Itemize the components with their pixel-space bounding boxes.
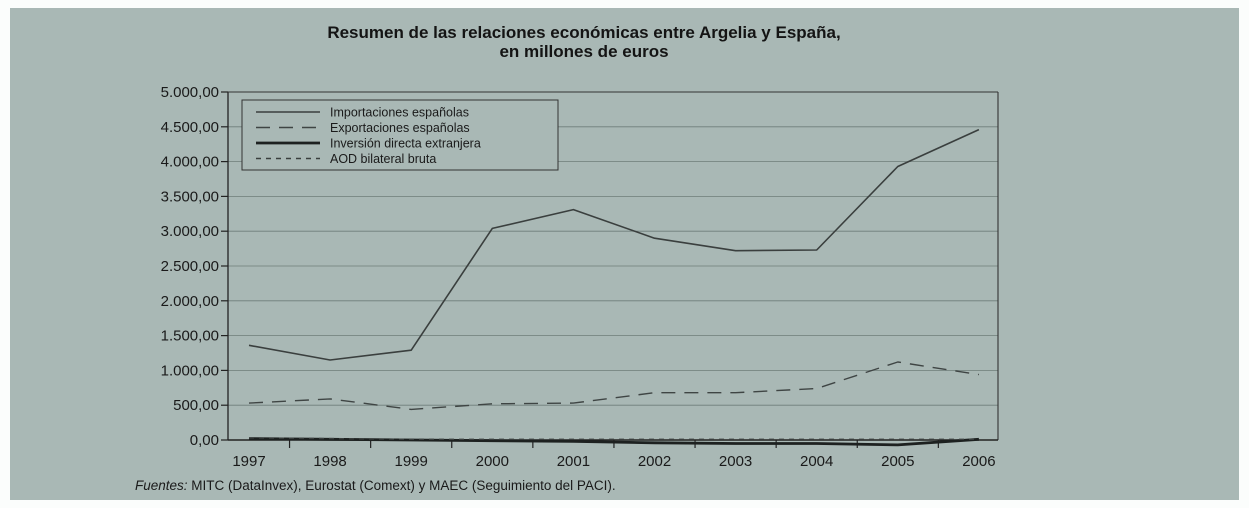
x-tick-label-3: 2000 xyxy=(476,453,509,470)
legend-label-2: Inversión directa extranjera xyxy=(330,137,481,151)
legend-label-1: Exportaciones españolas xyxy=(330,121,470,135)
series-line-0 xyxy=(248,128,980,361)
x-tick-label-1: 1998 xyxy=(313,453,346,470)
y-tick-label-1: 500,00 xyxy=(173,397,219,414)
axes: 0,00 500,00 1.000,00 1.500,00 2.000,00 2.500,… xyxy=(161,84,999,470)
x-tick-label-2: 1999 xyxy=(395,453,428,470)
line-chart: Resumen de las relaciones económicas ent… xyxy=(135,23,999,493)
source-note: Fuentes: MITC (DataInvex), Eurostat (Com… xyxy=(135,478,616,493)
y-tick-label-5: 2.500,00 xyxy=(161,258,219,275)
y-tick-label-8: 4.000,00 xyxy=(161,154,219,171)
x-tick-label-9: 2006 xyxy=(962,453,995,470)
figure-page: Resumen de las relaciones económicas ent… xyxy=(10,8,1239,500)
chart-title-line-1: Resumen de las relaciones económicas ent… xyxy=(327,23,840,42)
series-line-3 xyxy=(248,437,979,440)
y-tick-label-9: 4.500,00 xyxy=(161,119,219,136)
y-tick-label-10: 5.000,00 xyxy=(161,84,219,101)
y-tick-label-3: 1.500,00 xyxy=(161,328,219,345)
series-line-1 xyxy=(248,361,980,411)
y-tick-label-7: 3.500,00 xyxy=(161,188,219,205)
chart-title-line-2: en millones de euros xyxy=(499,42,668,61)
y-tick-label-4: 2.000,00 xyxy=(161,293,219,310)
source-text: MITC (DataInvex), Eurostat (Comext) y MA… xyxy=(188,478,616,493)
series-group xyxy=(248,128,980,447)
y-tick-label-2: 1.000,00 xyxy=(161,362,219,379)
x-tick-label-5: 2002 xyxy=(638,453,671,470)
x-tick-label-8: 2005 xyxy=(881,453,914,470)
source-label: Fuentes: xyxy=(135,478,188,493)
x-tick-label-0: 1997 xyxy=(232,453,265,470)
legend-label-0: Importaciones españolas xyxy=(330,106,469,120)
y-tick-label-0: 0,00 xyxy=(190,432,219,449)
x-tick-label-7: 2004 xyxy=(800,453,833,470)
x-tick-label-6: 2003 xyxy=(719,453,752,470)
y-tick-label-6: 3.000,00 xyxy=(161,223,219,240)
legend-label-3: AOD bilateral bruta xyxy=(330,152,436,166)
x-tick-label-4: 2001 xyxy=(557,453,590,470)
